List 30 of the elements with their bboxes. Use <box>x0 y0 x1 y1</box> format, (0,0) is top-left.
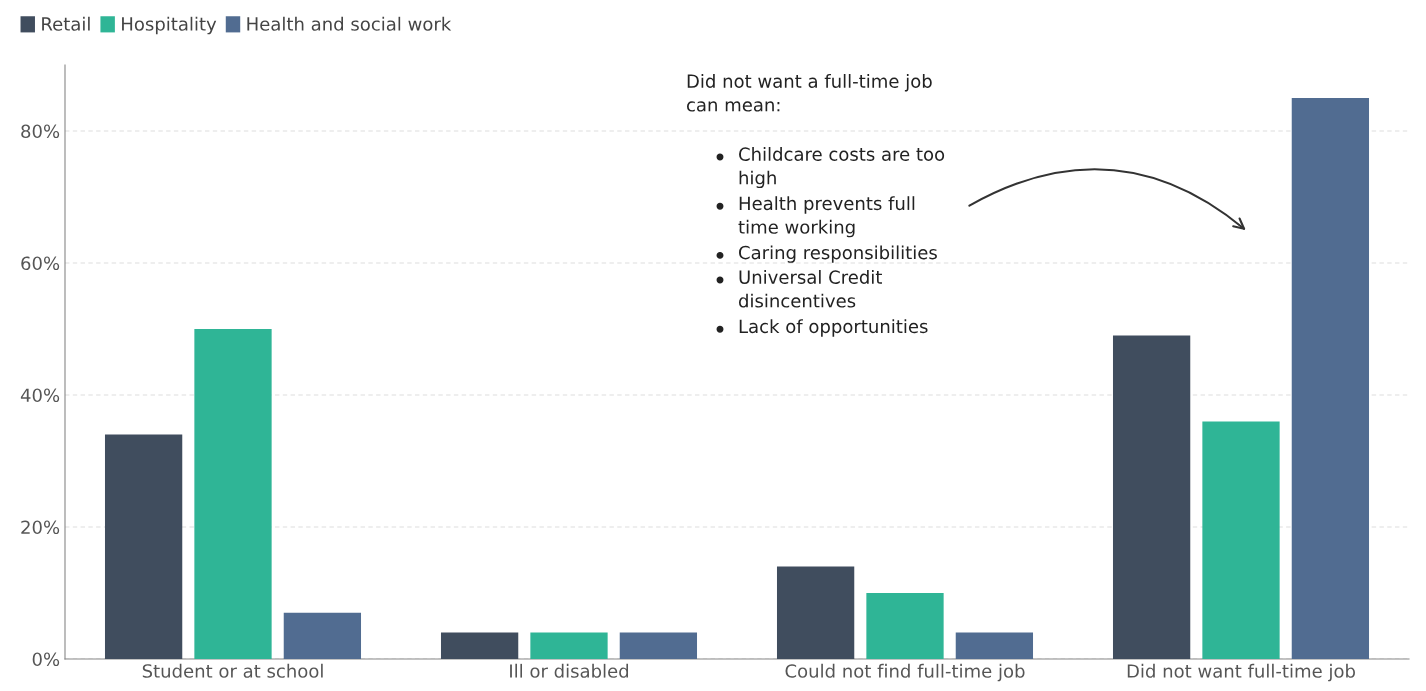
y-tick-label: 0% <box>32 652 60 667</box>
bar <box>104 434 183 659</box>
y-tick-label: 40% <box>20 388 60 403</box>
bar <box>955 632 1034 659</box>
legend-label: Retail <box>42 16 90 31</box>
annotation: Caring responsibilities <box>739 245 937 263</box>
annotation: Universal Credit disincentives <box>739 270 882 308</box>
bar <box>776 566 855 659</box>
annotation: Health prevents full time working <box>738 196 915 238</box>
x-tick-label: Student or at school <box>142 663 323 678</box>
legend-label: Hospitality <box>122 16 217 35</box>
bar <box>530 632 608 659</box>
annotation: Childcare costs are too high <box>739 147 945 189</box>
y-tick-label: 20% <box>21 520 60 535</box>
y-tick-label: 60% <box>21 256 60 271</box>
bar <box>1202 421 1280 659</box>
bar <box>194 329 272 659</box>
bar <box>283 612 362 659</box>
bar <box>1112 335 1191 659</box>
legend-label: Health and social work <box>247 16 452 31</box>
y-tick-label: 80% <box>21 124 60 139</box>
x-tick-label: Did not want full-time job <box>1127 663 1355 682</box>
annotation: Did not want a full-time job can mean: <box>687 74 932 112</box>
bar <box>440 632 519 659</box>
annotation: Lack of opportunities <box>739 319 928 337</box>
bar <box>619 632 698 659</box>
x-tick-label: Could not find full-time job <box>785 663 1025 682</box>
bar <box>866 593 944 659</box>
bar <box>1291 98 1370 659</box>
x-tick-label: Ill or disabled <box>510 663 629 678</box>
